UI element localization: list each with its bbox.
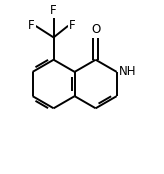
Text: F: F — [50, 4, 57, 17]
Text: NH: NH — [119, 65, 137, 78]
Text: O: O — [91, 23, 100, 36]
Text: F: F — [28, 19, 35, 32]
Text: F: F — [69, 19, 76, 32]
